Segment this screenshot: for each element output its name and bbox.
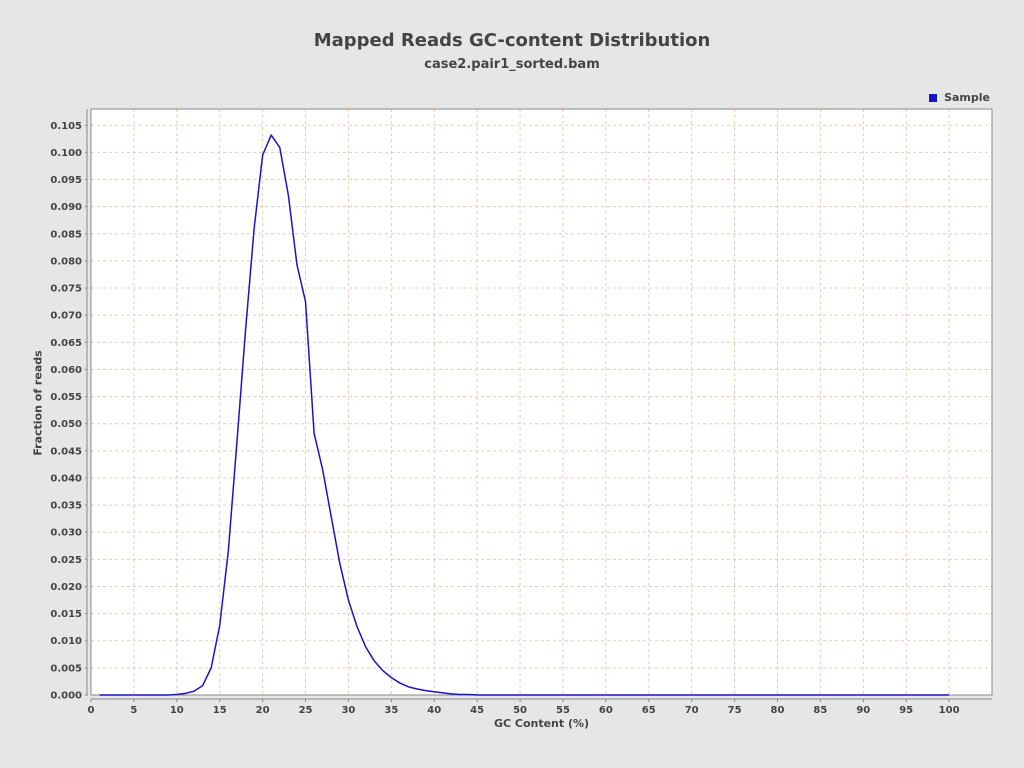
x-tick-label: 50	[513, 705, 527, 716]
x-tick-label: 70	[685, 705, 699, 716]
x-tick-label: 60	[599, 705, 613, 716]
legend-label-sample: Sample	[944, 91, 990, 104]
y-tick-label: 0.015	[50, 609, 82, 620]
y-tick-label: 0.085	[50, 229, 82, 240]
y-tick-label: 0.100	[50, 148, 82, 159]
y-tick-label: 0.025	[50, 555, 82, 566]
series-line-sample	[99, 134, 950, 696]
chart-subtitle: case2.pair1_sorted.bam	[424, 57, 600, 72]
x-tick-label: 100	[939, 705, 960, 716]
x-tick-label: 55	[556, 705, 570, 716]
y-tick-label: 0.090	[50, 202, 82, 213]
y-tick-label: 0.035	[50, 501, 82, 512]
x-tick-label: 20	[256, 705, 270, 716]
x-tick-label: 90	[856, 705, 870, 716]
y-tick-label: 0.050	[50, 419, 82, 430]
y-tick-label: 0.005	[50, 663, 82, 674]
chart-title: Mapped Reads GC-content Distribution	[313, 30, 711, 51]
y-tick-label: 0.080	[50, 256, 82, 267]
y-tick-label: 0.105	[50, 121, 82, 132]
x-tick-label: 25	[299, 705, 313, 716]
x-tick-label: 80	[771, 705, 785, 716]
y-tick-label: 0.040	[50, 473, 82, 484]
x-tick-label: 85	[813, 705, 827, 716]
x-tick-label: 5	[130, 705, 137, 716]
legend-swatch-sample	[929, 93, 938, 102]
y-tick-label: 0.030	[50, 528, 82, 539]
y-tick-label: 0.020	[50, 582, 82, 593]
y-tick-label: 0.075	[50, 284, 82, 295]
x-tick-label: 0	[88, 705, 95, 716]
x-tick-label: 35	[384, 705, 398, 716]
y-tick-label: 0.070	[50, 311, 82, 322]
x-tick-label: 10	[170, 705, 184, 716]
y-tick-label: 0.000	[50, 691, 82, 702]
plot-background	[91, 109, 992, 695]
y-tick-label: 0.065	[50, 338, 82, 349]
x-tick-label: 15	[213, 705, 227, 716]
legend: Sample	[929, 91, 990, 104]
y-tick-label: 0.045	[50, 446, 82, 457]
y-tick-label: 0.095	[50, 175, 82, 186]
x-tick-label: 45	[470, 705, 484, 716]
x-tick-label: 40	[427, 705, 441, 716]
x-tick-label: 30	[341, 705, 355, 716]
x-tick-label: 95	[899, 705, 913, 716]
y-tick-label: 0.010	[50, 636, 82, 647]
x-tick-label: 75	[728, 705, 742, 716]
y-tick-label: 0.055	[50, 392, 82, 403]
x-tick-label: 65	[642, 705, 656, 716]
y-tick-label: 0.060	[50, 365, 82, 376]
x-axis-label: GC Content (%)	[493, 717, 590, 730]
